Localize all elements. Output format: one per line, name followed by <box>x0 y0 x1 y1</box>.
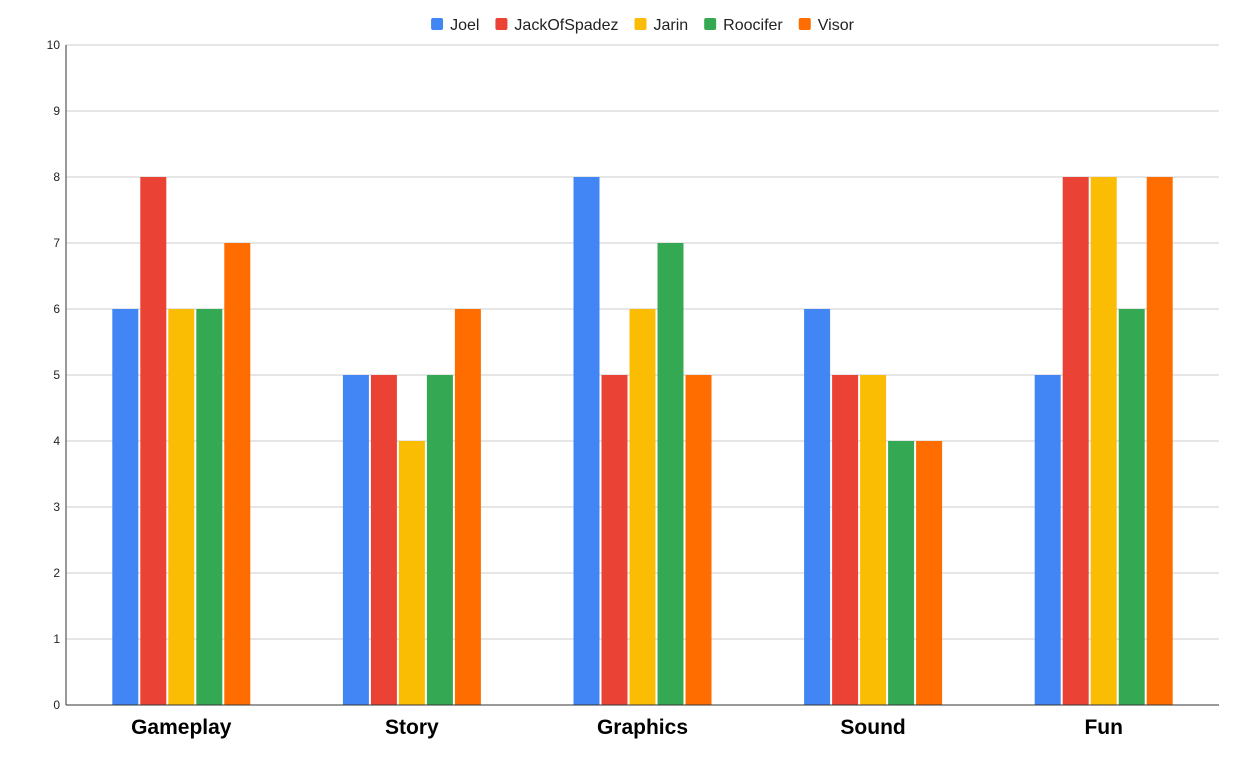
y-tick-label: 1 <box>53 632 60 646</box>
bar-gameplay-jarin <box>168 309 195 705</box>
legend-label: Visor <box>818 17 855 34</box>
bar-sound-joel <box>804 309 831 705</box>
bar-story-joel <box>342 375 369 705</box>
legend-swatch <box>798 18 811 30</box>
x-category-label: Gameplay <box>131 716 232 739</box>
y-tick-label: 5 <box>53 368 60 382</box>
bar-sound-visor <box>916 441 943 705</box>
bar-fun-jackofspadez <box>1062 177 1089 705</box>
bar-graphics-joel <box>573 177 600 705</box>
x-category-label: Story <box>385 716 439 739</box>
legend-swatch <box>704 18 717 30</box>
legend-item-visor[interactable]: Visor <box>798 17 855 34</box>
y-tick-label: 2 <box>53 566 60 580</box>
axes: 0 1 2 3 4 5 6 7 8 9 10 Gameplay Story Graphics Sound Fu… <box>47 38 1219 739</box>
x-category-label: Graphics <box>597 716 688 739</box>
y-tick-label: 6 <box>53 302 60 316</box>
bar-graphics-jarin <box>629 309 656 705</box>
x-category-label: Sound <box>840 716 905 739</box>
legend-swatch <box>431 18 444 30</box>
bar-gameplay-jackofspadez <box>140 177 167 705</box>
bar-gameplay-joel <box>112 309 139 705</box>
bars <box>112 177 1173 705</box>
legend-swatch <box>634 18 647 30</box>
legend-item-joel[interactable]: Joel <box>431 17 479 34</box>
y-tick-label: 8 <box>53 170 60 184</box>
x-category-label: Fun <box>1084 716 1122 739</box>
bar-story-visor <box>454 309 481 705</box>
legend-item-jackofspadez[interactable]: JackOfSpadez <box>495 17 618 34</box>
bar-fun-visor <box>1146 177 1173 705</box>
bar-sound-jarin <box>860 375 887 705</box>
bar-fun-jarin <box>1090 177 1117 705</box>
bar-fun-joel <box>1034 375 1061 705</box>
legend[interactable]: Joel JackOfSpadez Jarin Roocifer Visor <box>431 17 855 34</box>
legend-swatch <box>495 18 508 30</box>
legend-item-roocifer[interactable]: Roocifer <box>704 17 783 34</box>
bar-story-jackofspadez <box>370 375 397 705</box>
bar-graphics-visor <box>685 375 712 705</box>
y-tick-label: 3 <box>53 500 60 514</box>
bar-fun-roocifer <box>1118 309 1145 705</box>
bar-graphics-jackofspadez <box>601 375 628 705</box>
y-tick-label: 4 <box>53 434 60 448</box>
legend-label: JackOfSpadez <box>514 17 618 34</box>
legend-label: Jarin <box>653 17 688 34</box>
legend-item-jarin[interactable]: Jarin <box>634 17 688 34</box>
bar-graphics-roocifer <box>657 243 684 705</box>
legend-label: Joel <box>450 17 479 34</box>
y-tick-label: 0 <box>53 698 60 712</box>
legend-label: Roocifer <box>723 17 783 34</box>
y-tick-label: 9 <box>53 104 60 118</box>
y-tick-label: 10 <box>47 38 61 52</box>
y-tick-label: 7 <box>53 236 60 250</box>
bar-gameplay-visor <box>224 243 251 705</box>
bar-sound-jackofspadez <box>832 375 859 705</box>
bar-sound-roocifer <box>888 441 915 705</box>
bar-story-jarin <box>398 441 425 705</box>
bar-gameplay-roocifer <box>196 309 223 705</box>
bar-story-roocifer <box>426 375 453 705</box>
